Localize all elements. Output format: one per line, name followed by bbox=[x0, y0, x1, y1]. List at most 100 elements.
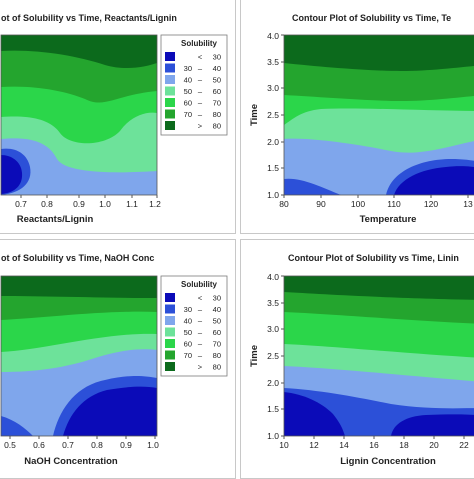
legend-range-high: 80 bbox=[213, 351, 221, 360]
legend: Solubility <3030–4040–5050–6060–7070–80>… bbox=[160, 275, 228, 377]
x-axis-label: Temperature bbox=[360, 214, 417, 225]
legend-range-symbol: > bbox=[198, 363, 203, 372]
plot-area bbox=[0, 275, 158, 437]
legend-range-low: 50 bbox=[184, 328, 192, 337]
y-tick-label: 3.5 bbox=[267, 298, 279, 308]
legend: Solubility <3030–4040–5050–6060–7070–80>… bbox=[160, 34, 228, 136]
x-tick-label: 0.7 bbox=[15, 199, 27, 209]
x-tick-label: 16 bbox=[369, 440, 379, 450]
legend-swatch bbox=[165, 109, 175, 119]
x-tick-label: 0.9 bbox=[73, 199, 85, 209]
y-tick-label: 1.0 bbox=[267, 190, 279, 200]
legend-range-low: 70 bbox=[184, 351, 192, 360]
legend-swatch bbox=[165, 98, 175, 107]
x-tick-label: 90 bbox=[316, 199, 326, 209]
legend-range-high: 40 bbox=[213, 305, 221, 314]
contour-chart-naoh: ot of Solubility vs Time, NaOH Conc 0.5 … bbox=[0, 253, 228, 467]
legend-range-symbol: – bbox=[198, 64, 203, 73]
legend-box bbox=[160, 275, 228, 377]
contour-region-30-40-left bbox=[1, 416, 33, 436]
chart-title: ot of Solubility vs Time, Reactants/Lign… bbox=[1, 13, 177, 23]
legend-range-symbol: – bbox=[198, 328, 203, 337]
contour-region-lt30-right bbox=[391, 414, 474, 436]
x-tick-label: 0.6 bbox=[33, 440, 45, 450]
contour-panel-temperature: Contour Plot of Solubility vs Time, Te 1… bbox=[240, 0, 474, 234]
y-tick-label: 2.0 bbox=[267, 137, 279, 147]
legend-swatch bbox=[165, 52, 175, 61]
plot-area bbox=[0, 34, 158, 196]
x-tick-label: 13 bbox=[463, 199, 473, 209]
legend-range-symbol: – bbox=[198, 110, 203, 119]
legend-range-symbol: – bbox=[198, 317, 203, 326]
legend-range-high: 30 bbox=[213, 294, 221, 303]
legend-range-high: 80 bbox=[213, 122, 221, 131]
legend-swatch bbox=[165, 316, 175, 325]
plot-area bbox=[283, 275, 474, 437]
x-tick-label: 14 bbox=[339, 440, 349, 450]
x-tick-label: 20 bbox=[429, 440, 439, 450]
legend-range-low: 40 bbox=[184, 317, 192, 326]
y-tick-label: 4.0 bbox=[267, 31, 279, 41]
legend-swatch bbox=[165, 63, 175, 73]
legend-range-low: 30 bbox=[184, 64, 192, 73]
legend-box bbox=[160, 34, 228, 136]
legend-range-high: 70 bbox=[213, 340, 221, 349]
y-axis-label: Time bbox=[249, 345, 260, 367]
x-axis-label: Reactants/Lignin bbox=[17, 214, 94, 225]
legend-swatch bbox=[165, 121, 175, 130]
legend-range-symbol: < bbox=[198, 294, 203, 303]
x-tick-label: 80 bbox=[279, 199, 289, 209]
contour-panel-reactants: ot of Solubility vs Time, Reactants/Lign… bbox=[0, 0, 236, 234]
legend-range-symbol: – bbox=[198, 305, 203, 314]
legend-range-low: 70 bbox=[184, 110, 192, 119]
legend-swatch bbox=[165, 293, 175, 302]
y-tick-label: 1.5 bbox=[267, 404, 279, 414]
legend-range-symbol: < bbox=[198, 53, 203, 62]
contour-chart-lignin: Contour Plot of Solubility vs Time, Lini… bbox=[249, 253, 474, 467]
contour-chart-reactants: ot of Solubility vs Time, Reactants/Lign… bbox=[0, 13, 228, 225]
y-axis: 1.0 1.5 2.0 2.5 3.0 3.5 4.0 Time bbox=[249, 31, 284, 200]
legend-range-symbol: – bbox=[198, 99, 203, 108]
x-axis: 0.5 0.6 0.7 0.8 0.9 1.0 NaOH Concentrati… bbox=[4, 436, 159, 467]
legend-range-high: 80 bbox=[213, 363, 221, 372]
x-tick-label: 110 bbox=[387, 199, 401, 209]
legend-range-symbol: – bbox=[198, 340, 203, 349]
x-tick-label: 0.8 bbox=[91, 440, 103, 450]
legend-range-high: 80 bbox=[213, 110, 221, 119]
legend-swatch bbox=[165, 75, 175, 84]
contour-region-lt30 bbox=[1, 155, 23, 194]
x-tick-label: 1.0 bbox=[99, 199, 111, 209]
x-axis: 80 90 100 110 120 13 Temperature bbox=[279, 195, 473, 225]
x-tick-label: 1.2 bbox=[149, 199, 161, 209]
chart-title: Contour Plot of Solubility vs Time, Lini… bbox=[288, 253, 459, 263]
legend-range-high: 40 bbox=[213, 64, 221, 73]
contour-region-lt30 bbox=[394, 166, 474, 195]
x-axis: 10 12 14 16 18 20 22 2 Lignin Concentrat… bbox=[279, 436, 469, 467]
contour-panel-lignin: Contour Plot of Solubility vs Time, Lini… bbox=[240, 239, 474, 479]
plot-frame bbox=[0, 275, 158, 437]
legend-range-high: 50 bbox=[213, 317, 221, 326]
legend-range-high: 50 bbox=[213, 76, 221, 85]
y-tick-label: 3.0 bbox=[267, 83, 279, 93]
contour-region-30-40-left bbox=[284, 178, 341, 195]
legend-range-symbol: – bbox=[198, 76, 203, 85]
x-tick-label: 0.5 bbox=[4, 440, 16, 450]
legend-swatch bbox=[165, 327, 175, 337]
x-tick-label: 10 bbox=[279, 440, 289, 450]
legend-range-low: 60 bbox=[184, 340, 192, 349]
legend-range-symbol: – bbox=[198, 351, 203, 360]
x-tick-label: 100 bbox=[351, 199, 365, 209]
x-tick-label: 1.0 bbox=[147, 440, 159, 450]
contour-chart-temperature: Contour Plot of Solubility vs Time, Te 1… bbox=[249, 13, 474, 225]
y-axis-label: Time bbox=[249, 104, 260, 126]
x-tick-label: 18 bbox=[399, 440, 409, 450]
x-axis-label: Lignin Concentration bbox=[340, 456, 436, 467]
y-tick-label: 2.5 bbox=[267, 110, 279, 120]
x-tick-label: 0.8 bbox=[41, 199, 53, 209]
legend-range-low: 40 bbox=[184, 76, 192, 85]
y-tick-label: 1.0 bbox=[267, 431, 279, 441]
y-tick-label: 2.5 bbox=[267, 351, 279, 361]
legend-title: Solubility bbox=[181, 280, 218, 289]
legend-swatch bbox=[165, 304, 175, 314]
